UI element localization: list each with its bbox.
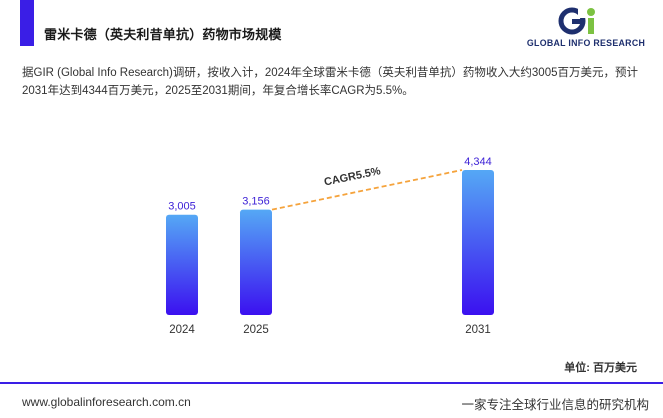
company-logo: GLOBAL INFO RESEARCH [512, 6, 660, 52]
footer-slogan: 一家专注全球行业信息的研究机构 [461, 398, 649, 412]
footer-divider [0, 382, 663, 384]
footer-website-link[interactable]: www.globalinforesearch.com.cn [22, 395, 191, 409]
logo-text: GLOBAL INFO RESEARCH [526, 38, 646, 48]
unit-label: 单位: 百万美元 [564, 362, 637, 374]
page-title: 雷米卡德（英夫利昔单抗）药物市场规模 [44, 27, 282, 42]
header-bar: 雷米卡德（英夫利昔单抗）药物市场规模 GLOBAL INFO RESEARCH [0, 0, 663, 58]
gi-logo-icon [558, 7, 595, 35]
category-label-2025: 2025 [243, 324, 269, 336]
market-size-chart: 3,005 2024 3,156 2025 4,344 2031 CAGR5.5% [166, 156, 494, 336]
intro-paragraph: 据GIR (Global Info Research)调研，按收入计，2024年… [22, 67, 638, 97]
cagr-trend-line [271, 169, 463, 211]
bar-2024 [166, 214, 198, 315]
category-label-2024: 2024 [169, 324, 195, 336]
cagr-annotation: CAGR5.5% [323, 165, 382, 189]
value-label-2031: 4,344 [464, 156, 492, 168]
bar-2031 [462, 170, 494, 315]
title-accent-block [20, 0, 34, 46]
value-label-2024: 3,005 [168, 201, 196, 213]
value-label-2025: 3,156 [242, 196, 270, 208]
category-label-2031: 2031 [465, 324, 491, 336]
bar-2025 [240, 209, 272, 315]
